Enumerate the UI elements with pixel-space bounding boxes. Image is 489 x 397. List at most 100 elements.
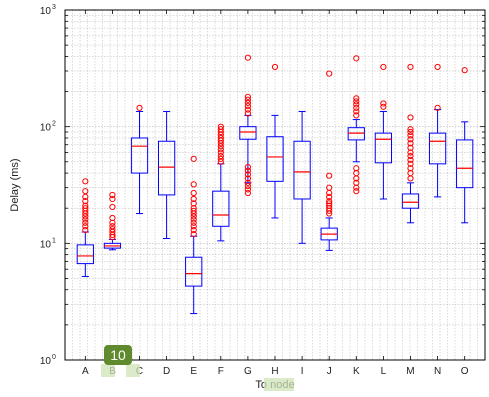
box-m — [401, 63, 420, 224]
outlier-point — [271, 63, 279, 71]
outlier-point — [353, 98, 360, 105]
outlier-point — [244, 103, 252, 110]
outlier-point — [407, 128, 414, 136]
outlier-point — [407, 126, 414, 133]
outlier-point — [190, 155, 197, 162]
box-n — [428, 63, 447, 198]
outlier-point — [407, 140, 414, 147]
box-body — [157, 140, 176, 196]
x-tick-label-d: D — [163, 366, 170, 377]
annotation-badge: 10 — [104, 345, 132, 365]
outlier-point — [190, 223, 197, 230]
box-l — [374, 63, 393, 200]
outlier-point — [353, 95, 360, 102]
outlier-point — [244, 54, 252, 61]
x-tick-label-k: K — [353, 366, 360, 377]
outlier-point — [244, 175, 252, 182]
outlier-point — [244, 179, 252, 186]
x-tick-label-e: E — [190, 366, 197, 377]
outlier-point — [407, 114, 414, 121]
box-body — [239, 126, 257, 140]
outlier-point — [82, 198, 89, 205]
y-tick-label: 10 — [40, 239, 52, 250]
highlight-b — [101, 364, 115, 377]
box-body — [401, 193, 420, 209]
highlight-node — [264, 378, 294, 391]
y-tick-exponent: 3 — [52, 4, 56, 11]
outlier-point — [326, 200, 333, 207]
outlier-point — [353, 55, 360, 62]
plot-frame — [64, 9, 486, 361]
outlier-point — [326, 70, 333, 77]
x-tick-label-g: G — [244, 366, 252, 377]
outlier-point — [244, 106, 252, 113]
box-body — [130, 137, 149, 174]
box-body — [212, 190, 230, 227]
outlier-point — [82, 205, 89, 212]
outlier-point — [244, 189, 252, 197]
outlier-point — [407, 160, 414, 167]
outlier-point — [109, 214, 116, 222]
outlier-point — [82, 226, 89, 234]
outlier-point — [326, 172, 333, 179]
outlier-point — [82, 178, 89, 185]
outlier-point — [326, 184, 333, 191]
outlier-point — [407, 144, 414, 151]
x-tick-label-j: J — [327, 366, 332, 377]
box-g — [239, 54, 257, 197]
outlier-point — [82, 188, 89, 195]
box-body — [374, 132, 393, 164]
outlier-point — [244, 164, 252, 171]
outlier-point — [407, 63, 414, 71]
outlier-point — [109, 223, 116, 230]
outlier-point — [326, 202, 333, 209]
box-body — [428, 132, 447, 165]
x-tick-label-n: N — [434, 366, 441, 377]
outlier-point — [109, 195, 116, 203]
outlier-point — [353, 165, 360, 172]
outlier-point — [190, 216, 197, 223]
outlier-point — [217, 149, 224, 156]
outlier-point — [434, 104, 441, 111]
outlier-point — [217, 123, 224, 130]
axis-tick-labels: 100101102103ABCDEFGHIJKLMNO — [40, 4, 469, 377]
outlier-point — [82, 223, 89, 230]
outlier-point — [353, 101, 360, 108]
outlier-point — [353, 112, 360, 119]
outlier-point — [82, 216, 89, 223]
outlier-point — [244, 182, 252, 190]
outlier-point — [244, 167, 252, 174]
outlier-point — [109, 191, 116, 199]
box-b — [103, 191, 122, 251]
box-h — [266, 63, 284, 219]
outlier-point — [244, 171, 252, 178]
x-tick-label-l: L — [381, 366, 387, 377]
outlier-point — [407, 165, 414, 172]
y-tick-exponent: 0 — [52, 354, 56, 361]
box-body — [185, 256, 203, 287]
y-axis-label: Delay (ms) — [9, 158, 21, 211]
outlier-point — [244, 99, 252, 106]
outlier-point — [136, 104, 143, 111]
boxes-layer — [76, 54, 474, 315]
outlier-point — [217, 155, 224, 162]
outlier-point — [407, 132, 414, 139]
outlier-point — [190, 230, 197, 238]
outlier-point — [217, 146, 224, 153]
box-j — [320, 70, 338, 251]
outlier-point — [353, 188, 360, 195]
outlier-point — [244, 93, 252, 100]
outlier-point — [244, 96, 252, 103]
x-tick-label-h: H — [271, 366, 278, 377]
x-tick-label-m: M — [406, 366, 414, 377]
outlier-point — [380, 100, 387, 107]
box-a — [76, 178, 94, 277]
outlier-point — [109, 226, 116, 233]
box-d — [157, 110, 176, 240]
x-tick-label-i: I — [301, 366, 304, 377]
outlier-point — [244, 110, 252, 117]
outlier-point — [353, 108, 360, 115]
outlier-point — [190, 195, 197, 203]
box-body — [76, 244, 94, 265]
